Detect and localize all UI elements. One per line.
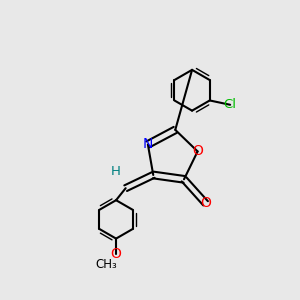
Text: O: O [192,144,203,158]
Text: N: N [143,137,153,152]
Text: CH₃: CH₃ [96,259,117,272]
Text: Cl: Cl [224,98,237,111]
Text: O: O [111,247,122,261]
Text: H: H [111,165,121,178]
Text: O: O [200,196,211,210]
